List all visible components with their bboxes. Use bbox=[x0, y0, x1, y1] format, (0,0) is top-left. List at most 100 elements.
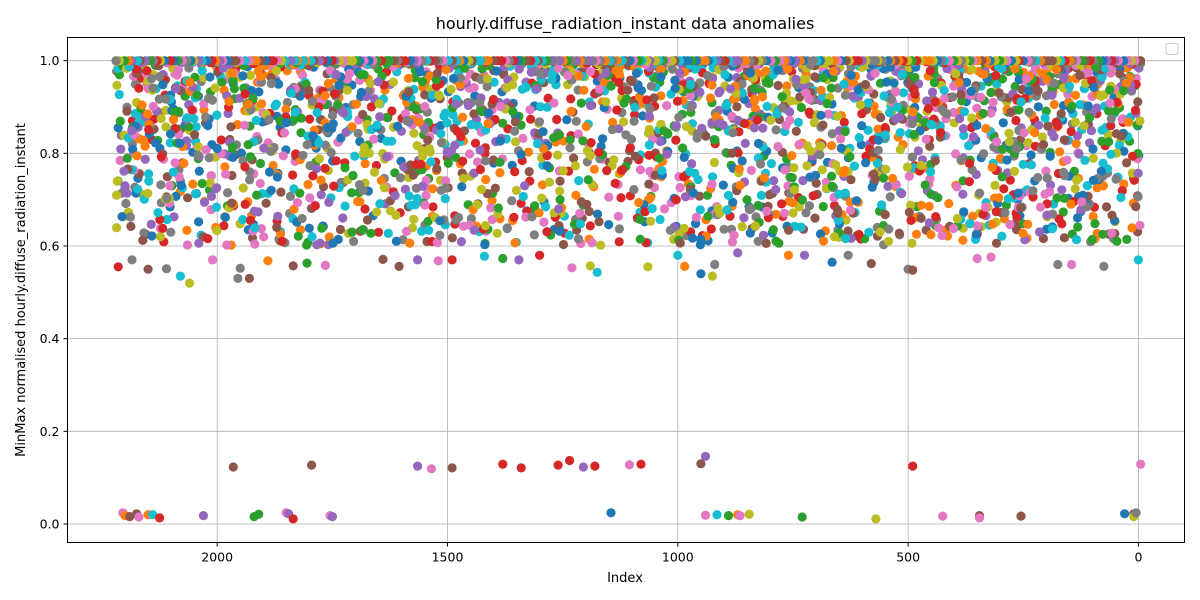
data-point bbox=[667, 64, 678, 74]
data-point bbox=[968, 132, 979, 142]
y-tick-label: 0.0 bbox=[40, 516, 60, 531]
y-tick-label: 1.0 bbox=[40, 53, 60, 68]
data-point bbox=[777, 199, 787, 209]
x-tick-label: 1000 bbox=[662, 550, 694, 565]
data-point bbox=[537, 193, 547, 203]
data-point bbox=[857, 121, 867, 131]
anomaly-point bbox=[134, 512, 144, 522]
data-point bbox=[327, 110, 338, 121]
data-point bbox=[463, 100, 474, 111]
data-point bbox=[875, 227, 885, 237]
data-point bbox=[257, 99, 267, 109]
data-point bbox=[421, 191, 431, 201]
data-point bbox=[1107, 210, 1117, 220]
anomaly-point bbox=[413, 461, 423, 471]
data-point bbox=[330, 89, 340, 99]
data-point bbox=[558, 239, 569, 250]
data-point bbox=[518, 191, 528, 202]
anomaly-point bbox=[254, 509, 264, 519]
data-point bbox=[853, 85, 863, 95]
data-point bbox=[291, 149, 301, 159]
data-point bbox=[440, 194, 450, 204]
data-point bbox=[706, 224, 716, 234]
data-point bbox=[728, 197, 738, 207]
data-point bbox=[112, 223, 122, 233]
data-point bbox=[968, 211, 978, 221]
data-point bbox=[870, 174, 880, 184]
data-point bbox=[144, 125, 154, 135]
data-point bbox=[1052, 193, 1062, 203]
data-point bbox=[1009, 166, 1020, 176]
data-point bbox=[992, 137, 1002, 147]
data-point bbox=[408, 170, 418, 180]
data-point bbox=[1099, 261, 1109, 271]
data-point bbox=[910, 72, 920, 82]
data-point bbox=[783, 64, 793, 74]
data-point bbox=[771, 185, 781, 195]
data-point bbox=[1096, 166, 1106, 176]
data-point bbox=[126, 221, 136, 231]
data-point bbox=[870, 68, 880, 78]
data-point bbox=[469, 83, 479, 93]
data-point bbox=[235, 263, 245, 273]
data-point bbox=[692, 133, 702, 143]
data-point bbox=[737, 156, 747, 166]
data-point bbox=[753, 200, 763, 211]
data-point bbox=[1016, 97, 1026, 107]
data-point bbox=[1023, 219, 1033, 229]
data-point bbox=[1110, 106, 1121, 116]
data-point bbox=[791, 74, 801, 84]
data-point bbox=[509, 212, 519, 222]
data-point bbox=[644, 111, 654, 121]
data-point bbox=[276, 187, 286, 197]
data-point bbox=[713, 203, 723, 214]
data-point bbox=[611, 66, 621, 76]
data-point bbox=[840, 165, 850, 175]
data-point bbox=[1018, 159, 1028, 169]
data-point bbox=[1105, 98, 1115, 108]
data-point bbox=[670, 75, 680, 85]
data-point bbox=[542, 227, 552, 237]
data-point bbox=[688, 188, 698, 198]
data-point bbox=[240, 162, 250, 172]
data-point bbox=[266, 185, 276, 195]
data-point bbox=[420, 102, 430, 112]
data-point bbox=[495, 168, 505, 178]
data-point bbox=[1129, 175, 1139, 185]
data-point bbox=[796, 222, 806, 232]
data-point bbox=[908, 265, 918, 275]
data-point bbox=[951, 69, 961, 79]
data-point bbox=[308, 171, 318, 181]
data-point bbox=[574, 176, 584, 186]
data-point bbox=[815, 229, 826, 239]
data-point bbox=[802, 161, 812, 171]
data-point bbox=[376, 176, 386, 186]
data-point bbox=[320, 91, 330, 101]
data-point bbox=[245, 215, 256, 226]
data-point bbox=[764, 190, 775, 200]
data-point bbox=[635, 165, 646, 175]
data-point bbox=[673, 250, 683, 260]
data-point bbox=[1135, 116, 1145, 126]
data-point bbox=[158, 80, 168, 90]
data-point bbox=[131, 64, 142, 74]
anomaly-point bbox=[155, 513, 165, 523]
data-point bbox=[997, 172, 1007, 182]
data-point bbox=[473, 157, 483, 167]
data-point bbox=[939, 85, 949, 95]
data-point bbox=[881, 164, 891, 174]
data-point bbox=[952, 182, 962, 192]
data-point bbox=[165, 181, 175, 191]
data-point bbox=[756, 159, 766, 169]
data-point bbox=[942, 109, 952, 119]
data-point bbox=[111, 56, 121, 66]
data-point bbox=[312, 107, 322, 118]
data-point bbox=[382, 152, 392, 162]
data-point bbox=[723, 190, 734, 200]
data-point bbox=[733, 248, 743, 258]
data-point bbox=[154, 72, 165, 82]
data-point bbox=[245, 175, 255, 185]
data-point bbox=[607, 125, 618, 135]
data-point bbox=[575, 208, 585, 218]
data-point bbox=[366, 228, 376, 238]
